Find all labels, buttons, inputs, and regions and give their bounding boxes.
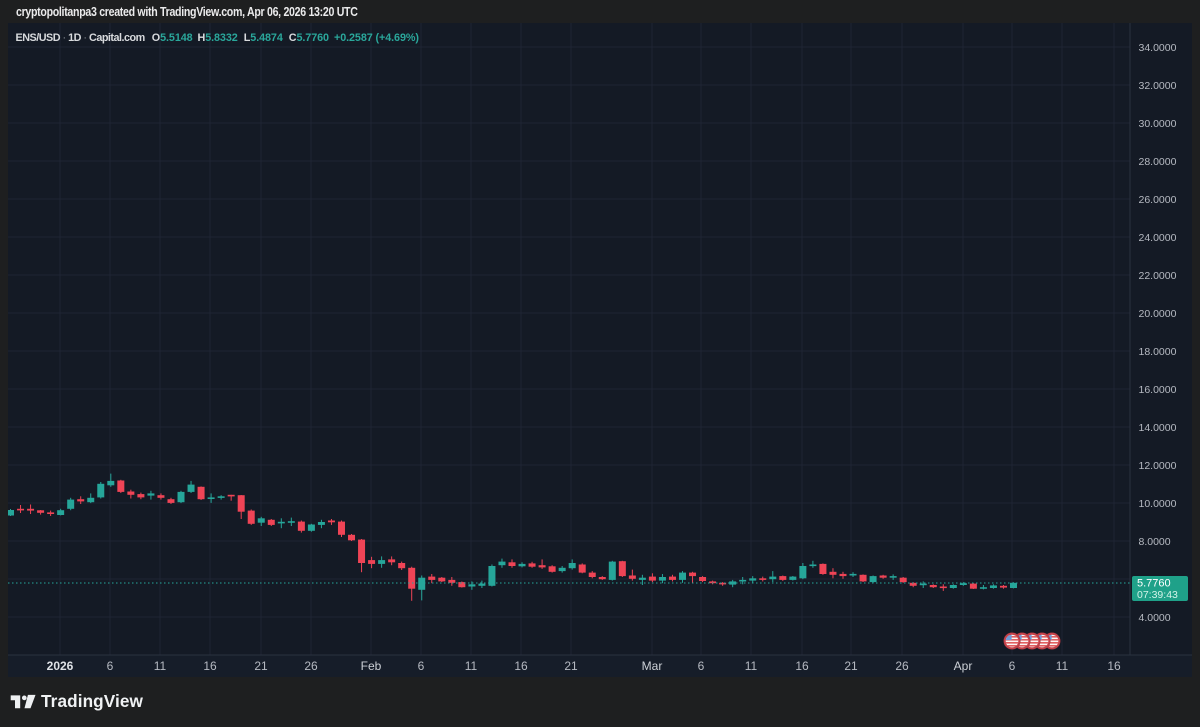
svg-text:8.0000: 8.0000 (1139, 536, 1171, 548)
svg-text:26: 26 (304, 659, 318, 673)
svg-text:16.0000: 16.0000 (1139, 384, 1177, 396)
svg-text:Feb: Feb (361, 659, 382, 673)
svg-text:21: 21 (254, 659, 268, 673)
svg-text:6: 6 (698, 659, 705, 673)
svg-text:26: 26 (895, 659, 909, 673)
svg-text:4.0000: 4.0000 (1139, 612, 1171, 624)
svg-text:Mar: Mar (642, 659, 663, 673)
svg-text:20.0000: 20.0000 (1139, 308, 1177, 320)
svg-text:10.0000: 10.0000 (1139, 498, 1177, 510)
svg-text:14.0000: 14.0000 (1139, 422, 1177, 434)
svg-text:26.0000: 26.0000 (1139, 194, 1177, 206)
svg-text:28.0000: 28.0000 (1139, 156, 1177, 168)
svg-text:11: 11 (465, 659, 478, 673)
svg-text:16: 16 (514, 659, 528, 673)
svg-text:6: 6 (418, 659, 425, 673)
svg-text:07:39:43: 07:39:43 (1137, 589, 1178, 601)
svg-text:16: 16 (1107, 659, 1121, 673)
svg-text:21: 21 (844, 659, 858, 673)
svg-text:24.0000: 24.0000 (1139, 232, 1177, 244)
svg-text:16: 16 (795, 659, 809, 673)
svg-text:21: 21 (564, 659, 578, 673)
svg-text:Apr: Apr (954, 659, 973, 673)
svg-text:18.0000: 18.0000 (1139, 346, 1177, 358)
svg-text:5.7760: 5.7760 (1137, 578, 1171, 590)
svg-text:6: 6 (1009, 659, 1016, 673)
svg-text:22.0000: 22.0000 (1139, 270, 1177, 282)
svg-text:2026: 2026 (47, 659, 74, 673)
svg-text:11: 11 (154, 659, 167, 673)
svg-text:11: 11 (745, 659, 758, 673)
svg-text:12.0000: 12.0000 (1139, 460, 1177, 472)
svg-text:30.0000: 30.0000 (1139, 118, 1177, 130)
svg-text:16: 16 (203, 659, 217, 673)
svg-text:32.0000: 32.0000 (1139, 80, 1177, 92)
svg-text:11: 11 (1056, 659, 1069, 673)
svg-text:34.0000: 34.0000 (1139, 42, 1177, 54)
svg-text:6: 6 (107, 659, 114, 673)
